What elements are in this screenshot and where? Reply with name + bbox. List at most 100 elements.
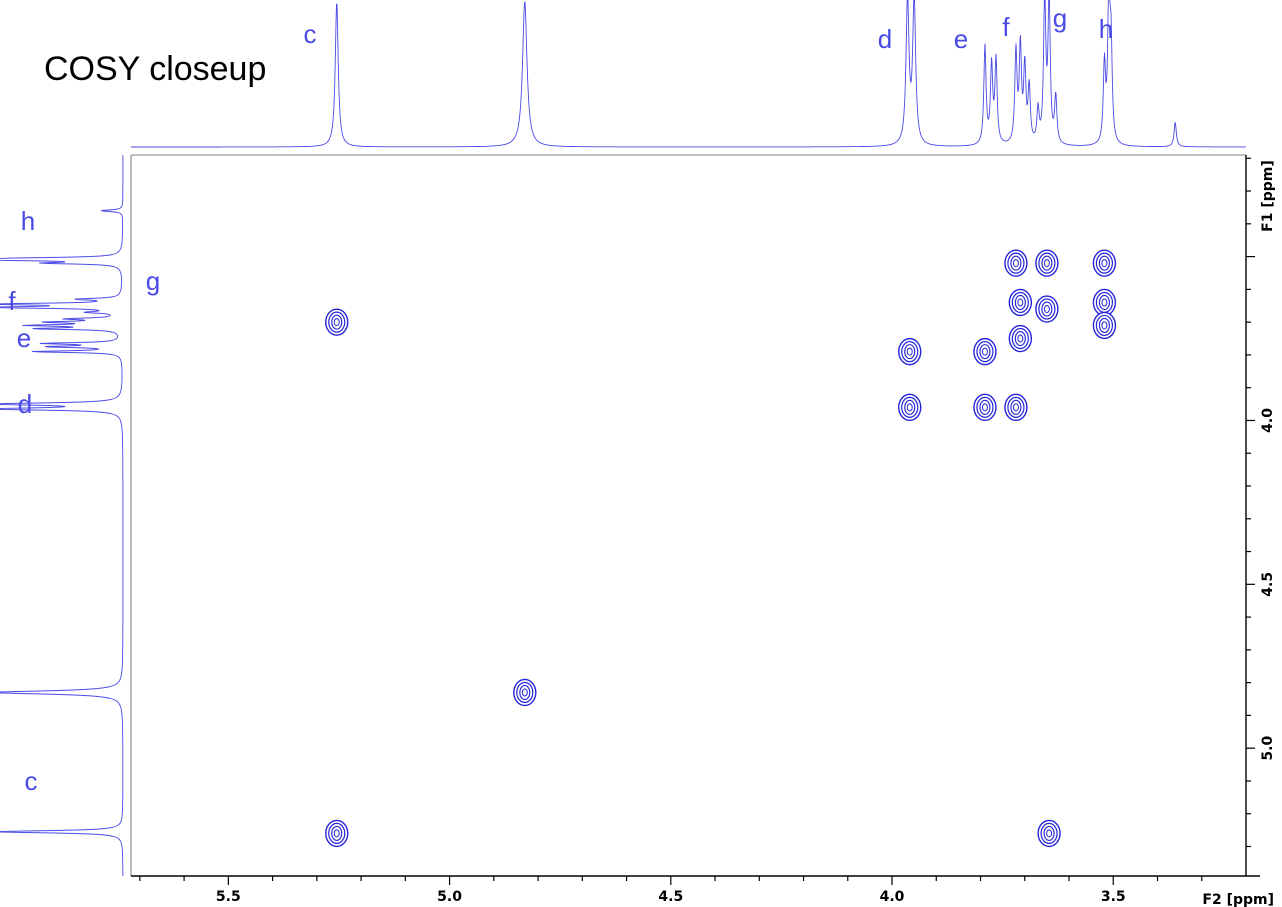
cross-peak-contour (331, 314, 343, 330)
cross-peak-contour (521, 688, 528, 697)
cross-peak (1037, 819, 1061, 848)
left-peak-label: h (21, 206, 35, 236)
f1-projection-trace (0, 155, 124, 876)
cross-peak-contour (1041, 301, 1053, 317)
cross-peak (1092, 288, 1117, 317)
cross-peak-contour (1095, 314, 1114, 337)
top-peak-label: f (1002, 12, 1010, 42)
x-tick-label: 4.5 (658, 889, 683, 905)
left-peak-label: f (8, 286, 16, 316)
cross-peak-contour (1043, 305, 1050, 314)
cross-peak-contour (1098, 317, 1110, 333)
cross-peak-contour (1038, 298, 1056, 320)
y-axis: 4.0 4.5 5.0 F1 [ppm] (1246, 157, 1276, 848)
cross-peak-contour (1101, 298, 1108, 307)
f2-projection (131, 0, 1246, 148)
cross-peak-contour (1014, 330, 1026, 347)
cross-peak-contour (979, 399, 991, 415)
cross-peak-contour (976, 396, 994, 418)
x-tick-label: 4.0 (880, 889, 905, 905)
cross-peak-contour (1007, 252, 1025, 274)
cross-peak-contour (328, 311, 346, 333)
cross-peak (1035, 295, 1059, 323)
cross-peak (1035, 249, 1059, 277)
cross-peak (1004, 393, 1028, 422)
cross-peak-contour (904, 399, 916, 415)
cross-peak-contour (1046, 829, 1053, 838)
cross-peak (973, 393, 997, 422)
cross-peak (325, 819, 349, 848)
top-peak-label: e (954, 24, 968, 54)
left-peak-label: d (18, 389, 32, 419)
cross-peak (1092, 249, 1117, 277)
plot-frame (130, 154, 1260, 877)
cross-peak-contour (1101, 259, 1108, 268)
cross-peak-contour (906, 403, 913, 412)
cross-peak-contour (516, 681, 534, 704)
chart-title: COSY closeup (44, 50, 266, 88)
x-axis-title: F2 [ppm] (1202, 892, 1274, 907)
cross-peak-contour (1010, 255, 1022, 271)
x-tick-label: 5.0 (437, 889, 462, 905)
cross-peak-contour (979, 344, 991, 360)
cross-peak-contour (333, 829, 340, 838)
cross-peak (1008, 324, 1033, 353)
f2-projection-trace (131, 0, 1246, 148)
cross-peak-contour (1010, 399, 1022, 415)
cross-peak-contour (901, 396, 919, 418)
cross-peak-contour (1007, 396, 1025, 418)
y-axis-title: F1 [ppm] (1260, 160, 1276, 232)
cross-peak-contour (976, 341, 994, 363)
cross-peak (513, 678, 537, 707)
cross-peak-contour (1098, 294, 1110, 311)
x-tick-label: 5.5 (216, 889, 241, 905)
cross-peak-contour (1011, 291, 1029, 314)
x-axis: 5.5 5.0 4.5 4.0 3.5 F2 [ppm] (139, 876, 1274, 907)
cross-peak-contour (331, 825, 343, 841)
top-peak-label: g (1053, 3, 1067, 33)
cross-peak (1008, 288, 1033, 317)
cross-peak-contour (906, 347, 913, 356)
cross-peak-contour (1095, 252, 1114, 274)
f1-projection (0, 155, 124, 876)
y-tick-label: 4.5 (1260, 572, 1276, 597)
cross-peak-contour (1011, 327, 1029, 350)
y-tick-label: 4.0 (1260, 408, 1276, 433)
cross-peak-contour (901, 341, 919, 363)
cross-peak-contour (1012, 403, 1019, 412)
cross-peak (898, 337, 922, 366)
cross-peak-contour (1017, 334, 1024, 343)
cross-peak-contour (1012, 259, 1019, 268)
cross-peak-contour (1043, 259, 1050, 268)
left-peak-label: g (146, 266, 160, 296)
cross-peak-contour (333, 318, 340, 327)
x-tick-label: 3.5 (1101, 889, 1126, 905)
cross-peak (1004, 249, 1028, 277)
cross-peak-contour (1043, 825, 1055, 841)
left-peak-label: e (17, 323, 31, 353)
cross-peak-contour (1017, 298, 1024, 307)
cross-peak-contour (1041, 255, 1053, 271)
cross-peak-contour (519, 684, 531, 701)
cross-peak-contour (1014, 294, 1026, 311)
cross-peak-contour (328, 822, 346, 844)
cross-peak-contour (981, 403, 988, 412)
cross-peak (973, 337, 997, 366)
top-peak-label: h (1099, 14, 1113, 44)
cross-peak-contour (1098, 255, 1110, 271)
cross-peak (325, 308, 349, 336)
left-peak-label: c (25, 766, 38, 796)
y-tick-label: 5.0 (1260, 736, 1276, 761)
top-peak-label: d (878, 24, 892, 54)
cross-peak-contour (981, 347, 988, 356)
contour-area (325, 249, 1117, 848)
cross-peak (898, 393, 922, 422)
top-peak-label: c (304, 19, 317, 49)
cross-peak-contour (1040, 822, 1058, 844)
cross-peak-contour (1101, 321, 1108, 330)
cross-peak-contour (904, 344, 916, 360)
cross-peak-contour (1038, 252, 1056, 274)
cross-peak (1092, 311, 1117, 340)
